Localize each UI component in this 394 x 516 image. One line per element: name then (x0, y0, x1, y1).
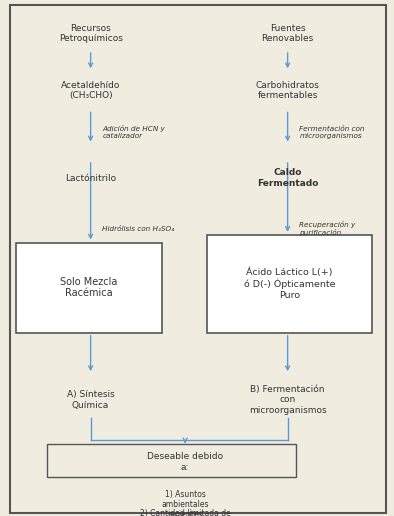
Text: Fermentación con
microorganismos: Fermentación con microorganismos (299, 125, 365, 139)
Text: Recursos
Petroquímicos: Recursos Petroquímicos (59, 24, 123, 43)
Text: Recuperación y
purificación: Recuperación y purificación (299, 221, 356, 236)
Text: 2) Cantidad limitada de
recursos petroquímicos: 2) Cantidad limitada de recursos petroqu… (140, 509, 230, 516)
Text: Lactónitrilo: Lactónitrilo (65, 173, 116, 183)
Text: Adición de HCN y
catalizador: Adición de HCN y catalizador (102, 125, 165, 139)
Text: Carbohidratos
fermentables: Carbohidratos fermentables (256, 80, 320, 100)
Text: Ácido Láctico L(+)
ó D(-) Ópticamente
Puro: Ácido Láctico L(+) ó D(-) Ópticamente Pu… (244, 268, 335, 300)
Text: Hidrólisis con H₂SO₄: Hidrólisis con H₂SO₄ (102, 225, 175, 232)
Text: 1) Asuntos
ambientales
recientes: 1) Asuntos ambientales recientes (162, 490, 209, 516)
Text: A) Síntesis
Química: A) Síntesis Química (67, 390, 115, 410)
Text: Fuentes
Renovables: Fuentes Renovables (262, 24, 314, 43)
Text: Solo Mezcla
Racémica: Solo Mezcla Racémica (60, 277, 117, 298)
Text: Caldo
Fermentado: Caldo Fermentado (257, 168, 318, 188)
Text: Acetaldehído
(CH₃CHO): Acetaldehído (CH₃CHO) (61, 80, 120, 100)
Text: Deseable debido
a:: Deseable debido a: (147, 452, 223, 472)
FancyBboxPatch shape (10, 5, 386, 513)
FancyBboxPatch shape (207, 235, 372, 333)
FancyBboxPatch shape (47, 444, 296, 477)
FancyBboxPatch shape (16, 243, 162, 333)
Text: B) Fermentación
con
microorganismos: B) Fermentación con microorganismos (249, 385, 327, 415)
